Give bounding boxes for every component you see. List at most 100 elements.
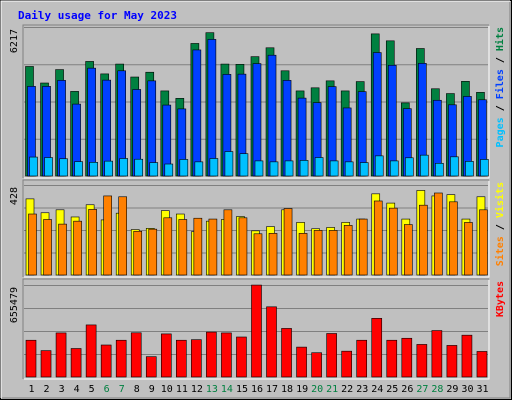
kbytes-bar	[236, 336, 247, 378]
files-bar	[192, 49, 202, 177]
pages-bar	[209, 158, 219, 177]
x-tick-label: 27	[416, 384, 428, 395]
x-tick-label: 4	[74, 384, 80, 395]
panel-1-shadow	[22, 24, 489, 178]
x-tick-label: 23	[356, 384, 368, 395]
sites-bar	[43, 219, 52, 276]
legend-separator: /	[495, 218, 506, 236]
kbytes-bar	[446, 345, 458, 378]
pages-bar	[119, 158, 128, 177]
y-max-label: 655479	[9, 287, 20, 323]
kbytes-bar	[25, 339, 37, 378]
x-tick-label: 20	[311, 384, 323, 395]
x-tick-label: 8	[134, 384, 140, 395]
sites-bar	[268, 233, 278, 276]
x-axis-labels: 1 2 3 4 5 6 7 8 9 10 11 12 13 14 15 16 17 18 19 20 21 22 23 24 2…	[29, 384, 489, 395]
pages-bar	[480, 159, 489, 177]
x-tick-label: 17	[266, 384, 278, 395]
sites-bar	[88, 209, 97, 276]
kbytes-bar	[115, 339, 127, 378]
kbytes-bar	[281, 328, 292, 378]
pages-bar	[405, 157, 414, 177]
pages-bar	[179, 159, 189, 177]
files-bar	[267, 54, 277, 177]
pages-bar	[104, 160, 113, 177]
pages-bar	[450, 156, 459, 177]
pages-bar	[29, 156, 38, 177]
kbytes-bar	[341, 350, 352, 378]
pages-bar	[284, 160, 294, 177]
files-bar	[207, 39, 217, 177]
pages-bar	[359, 162, 369, 177]
x-tick-label: 31	[476, 384, 488, 395]
files-bar	[87, 67, 96, 177]
pages-bar	[134, 158, 144, 177]
legend-sites: Sites	[494, 236, 506, 266]
x-tick-label: 16	[251, 384, 263, 395]
x-tick-label: 9	[149, 384, 155, 395]
x-tick-label: 28	[431, 384, 443, 395]
legend-1: Pages / Files / Hits	[494, 27, 506, 147]
x-tick-label: 14	[221, 384, 233, 395]
sites-bar	[449, 201, 458, 276]
pages-bar	[149, 162, 159, 177]
sites-bar	[464, 222, 473, 276]
pages-bar	[44, 157, 53, 177]
kbytes-bar	[130, 332, 142, 378]
kbytes-bar	[311, 352, 322, 378]
sites-bar	[118, 196, 127, 276]
sites-bar	[133, 230, 143, 276]
kbytes-bar	[356, 339, 368, 378]
y-max-label: 6217	[9, 29, 20, 53]
legend-kbytes: KBytes	[495, 281, 506, 317]
pages-bar	[374, 155, 384, 177]
legend-hits: Hits	[494, 27, 506, 51]
x-tick-label: 12	[191, 384, 203, 395]
panel-2: 428 Sites / Visits	[9, 179, 506, 278]
panel-3-highlight	[24, 280, 490, 380]
kbytes-bar	[431, 330, 443, 378]
kbytes-bar	[401, 337, 413, 378]
x-tick-label: 1	[29, 384, 35, 395]
kbytes-bar	[176, 339, 187, 378]
legend-separator: /	[495, 99, 506, 117]
sites-bar	[404, 224, 413, 276]
sites-bar	[193, 217, 203, 276]
kbytes-bar	[251, 284, 262, 378]
x-tick-label: 10	[161, 384, 173, 395]
sites-bar	[208, 218, 218, 276]
kbytes-bar	[145, 356, 157, 378]
sites-bar	[313, 230, 323, 276]
kbytes-bar	[416, 344, 428, 378]
pages-bar	[420, 154, 429, 177]
sites-bar	[373, 200, 383, 276]
x-tick-label: 21	[326, 384, 338, 395]
pages-bar	[224, 151, 234, 177]
x-tick-label: 2	[44, 384, 50, 395]
sites-bar	[223, 209, 233, 276]
sites-bar	[253, 233, 263, 276]
sites-bar	[58, 223, 67, 276]
kbytes-bar	[461, 334, 473, 378]
pages-bar	[59, 158, 68, 177]
files-bar	[252, 63, 262, 177]
panel-3-shadow	[22, 278, 489, 379]
sites-bar	[434, 192, 443, 276]
sites-bar	[343, 225, 353, 276]
pages-bar	[344, 161, 354, 177]
pages-bar	[299, 160, 309, 177]
pages-bar	[164, 163, 174, 177]
pages-bar	[435, 162, 444, 177]
pages-bar	[269, 161, 279, 177]
x-tick-label: 26	[401, 384, 413, 395]
pages-bar	[465, 161, 474, 177]
kbytes-bar	[266, 306, 277, 378]
legend-pages: Pages	[495, 117, 506, 147]
kbytes-bar	[70, 348, 82, 378]
kbytes-bar	[191, 339, 202, 378]
files-bar	[147, 80, 157, 177]
x-tick-label: 22	[341, 384, 353, 395]
pages-bar	[194, 161, 204, 177]
